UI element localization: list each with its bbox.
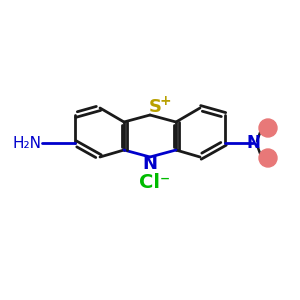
Text: N: N [142,155,158,173]
Circle shape [259,119,277,137]
Circle shape [259,149,277,167]
Text: N: N [246,134,260,152]
Text: H₂N: H₂N [12,136,41,151]
Text: +: + [159,94,171,108]
Text: S: S [148,98,161,116]
Text: Cl⁻: Cl⁻ [140,172,171,191]
